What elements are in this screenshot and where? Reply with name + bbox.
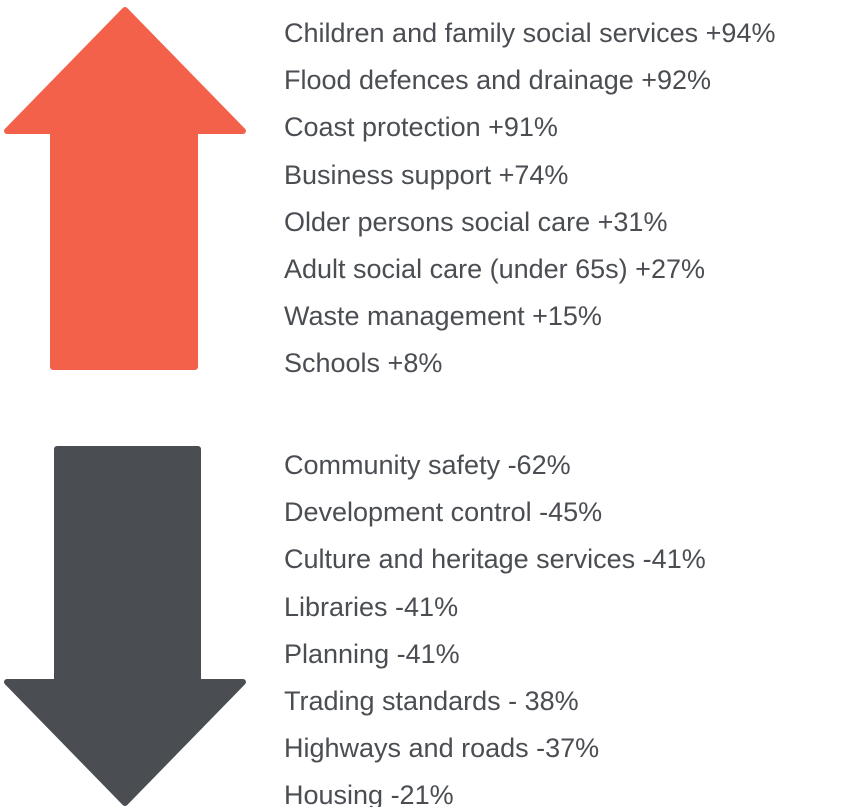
increase-item: Schools +8% — [284, 348, 443, 379]
decrease-item: Trading standards - 38% — [284, 686, 579, 717]
increase-item: Older persons social care +31% — [284, 206, 668, 237]
increase-item: Adult social care (under 65s) +27% — [284, 254, 705, 285]
increase-item: Business support +74% — [284, 159, 569, 190]
arrow-up-icon — [4, 7, 246, 370]
increase-item: Waste management +15% — [284, 301, 602, 332]
increase-item: Children and family social services +94% — [284, 18, 776, 48]
increase-list: Children and family social services +94%… — [284, 10, 775, 388]
increase-item: Flood defences and drainage +92% — [284, 65, 712, 96]
arrow-up-shape — [4, 7, 246, 370]
arrow-down-shape — [4, 446, 246, 806]
decrease-item: Community safety -62% — [284, 450, 571, 480]
decrease-item: Culture and heritage services -41% — [284, 544, 706, 575]
decrease-item: Planning -41% — [284, 638, 460, 669]
decrease-list: Community safety -62% Development contro… — [284, 442, 706, 807]
increase-item: Coast protection +91% — [284, 112, 558, 143]
arrow-down-icon — [4, 446, 246, 806]
decrease-item: Housing -21% — [284, 780, 454, 807]
decrease-item: Development control -45% — [284, 497, 603, 528]
decrease-item: Libraries -41% — [284, 591, 459, 622]
decrease-item: Highways and roads -37% — [284, 733, 600, 764]
